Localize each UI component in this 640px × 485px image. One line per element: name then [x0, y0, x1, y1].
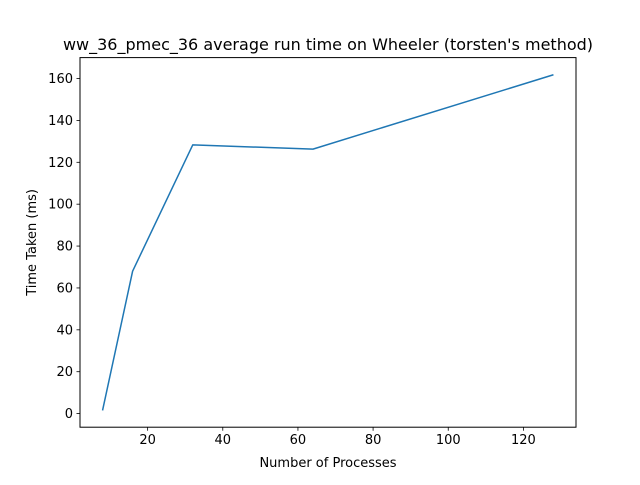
plot-area: [101, 74, 554, 411]
y-axis-label: Time Taken (ms): [25, 189, 40, 297]
axis-ticks: 20 40 60 80 100 120 0 20 40 60 80 100 120 140 160: [48, 72, 536, 448]
y-tick-label: 60: [56, 281, 73, 296]
y-tick-label: 80: [56, 240, 73, 255]
y-tick-label: 140: [48, 114, 73, 129]
y-tick-label: 40: [56, 323, 73, 338]
x-tick-label: 80: [365, 433, 382, 448]
x-tick-label: 20: [139, 433, 156, 448]
chart-title: ww_36_pmec_36 average run time on Wheele…: [63, 35, 593, 55]
x-tick-label: 40: [215, 433, 232, 448]
y-tick-label: 20: [56, 365, 73, 380]
y-tick-label: 160: [48, 72, 73, 87]
x-axis-label: Number of Processes: [259, 456, 396, 471]
x-tick-label: 100: [436, 433, 461, 448]
x-tick-label: 120: [511, 433, 536, 448]
x-tick-label: 60: [290, 433, 307, 448]
y-tick-label: 120: [48, 156, 73, 171]
y-tick-label: 100: [48, 198, 73, 213]
series-line: [101, 74, 554, 411]
axes-frame: [79, 57, 577, 428]
y-tick-label: 0: [65, 407, 73, 422]
